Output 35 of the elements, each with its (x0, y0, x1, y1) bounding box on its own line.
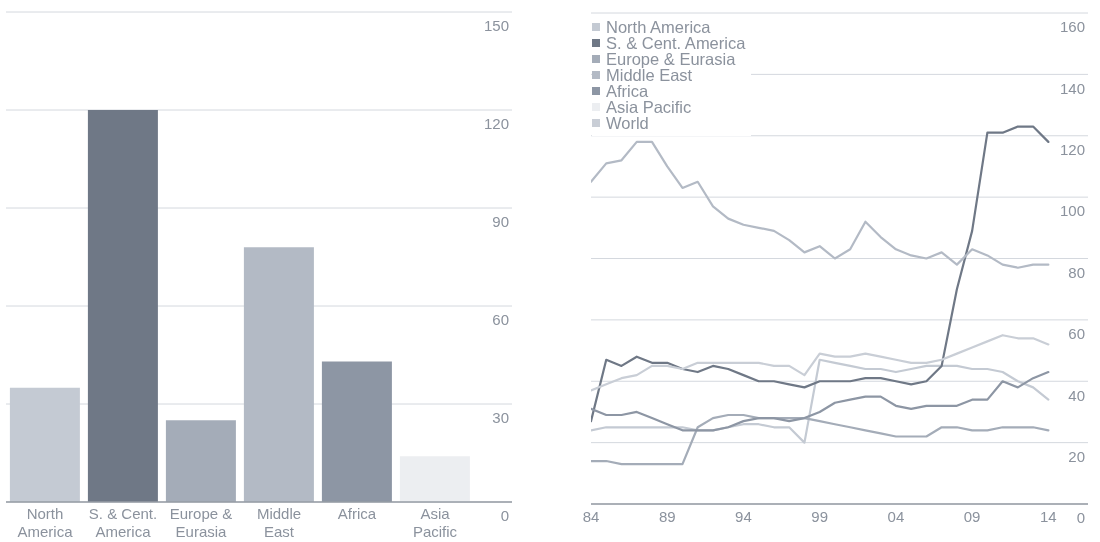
y-tick-label: 80 (1068, 263, 1085, 281)
x-tick-label: 09 (963, 507, 981, 525)
x-tick-label: Africa (337, 504, 377, 522)
x-tick-label: 04 (887, 507, 905, 525)
x-tick-label: North America (17, 504, 74, 540)
y-tick-label: 40 (1068, 386, 1085, 404)
x-tick-label: S. & Cent. America (88, 504, 158, 540)
legend-label: World (606, 114, 649, 132)
y-tick-label: 150 (483, 17, 509, 35)
y-tick-label: 0 (500, 507, 509, 525)
legend-label: Middle East (606, 66, 693, 84)
y-tick-label: 140 (1059, 79, 1085, 97)
x-tick-label: 94 (735, 507, 752, 525)
y-tick-label: 20 (1068, 447, 1085, 465)
x-tick-label: 89 (658, 507, 676, 525)
x-tick-label: 99 (811, 507, 829, 525)
legend-label: North America (606, 18, 711, 36)
x-tick-label: Middle East (256, 504, 302, 540)
y-tick-label: 160 (1059, 18, 1085, 36)
y-tick-label: 90 (492, 213, 509, 231)
y-tick-label: 100 (1059, 202, 1085, 220)
x-tick-label: 14 (1040, 507, 1057, 525)
y-tick-label: 120 (1059, 141, 1085, 158)
x-tick-label: 84 (582, 507, 600, 525)
legend-label: S. & Cent. America (606, 34, 746, 52)
legend-label: Europe & Eurasia (606, 50, 736, 68)
y-tick-label: 60 (1068, 325, 1085, 343)
x-tick-label: Asia Pacific (412, 504, 458, 540)
y-tick-label: 120 (483, 115, 509, 133)
legend-label: Asia Pacific (606, 98, 692, 116)
x-tick-label: Europe & Eurasia (169, 504, 233, 540)
y-tick-label: 60 (492, 311, 509, 329)
y-tick-label: 0 (1076, 509, 1085, 527)
y-tick-label: 30 (492, 409, 509, 427)
legend-label: Africa (606, 82, 649, 100)
